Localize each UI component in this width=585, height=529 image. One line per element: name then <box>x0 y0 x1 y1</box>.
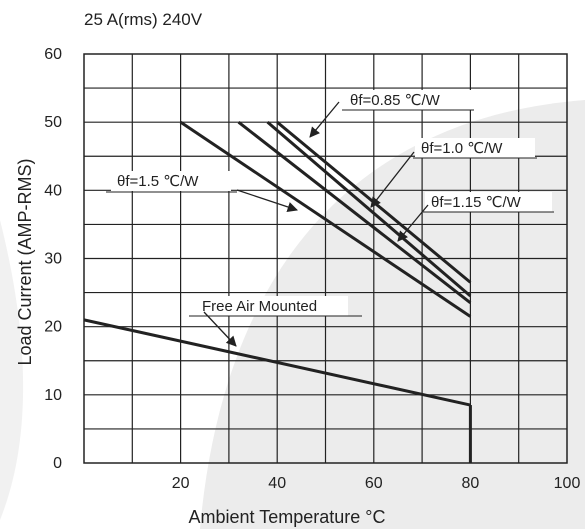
y-tick-label: 60 <box>44 46 62 63</box>
annotation-arrow <box>236 189 298 212</box>
x-tick-label: 40 <box>268 475 286 492</box>
annotation-box <box>425 192 552 212</box>
y-axis-label: Load Current (AMP-RMS) <box>15 158 35 365</box>
y-tick-label: 20 <box>44 319 62 336</box>
annotations: θf=0.85 ℃/W θf=1.0 ℃/W θf=1.5 ℃/W θf=1.15 ℃… <box>106 90 554 347</box>
series-lines <box>83 120 472 463</box>
background-swoosh-left <box>0 220 24 520</box>
annotation-arrow <box>370 151 415 208</box>
x-tick-label: 80 <box>462 475 480 492</box>
y-tick-label: 0 <box>53 455 62 472</box>
annotation-box <box>415 138 535 158</box>
annotation-box <box>344 90 472 110</box>
annotation-arrow <box>309 101 340 138</box>
x-axis-label: Ambient Temperature °C <box>189 507 386 527</box>
x-tick-label: 20 <box>172 475 190 492</box>
chart-title: 25 A(rms) 240V <box>84 10 203 29</box>
annotation-label: θf=0.85 ℃/W <box>350 92 441 109</box>
annotation-label: θf=1.15 ℃/W <box>431 194 522 211</box>
y-tick-label: 10 <box>44 387 62 404</box>
x-tick-label: 60 <box>365 475 383 492</box>
series-line-4 <box>83 318 471 407</box>
y-tick-label: 40 <box>44 182 62 199</box>
series-line-0 <box>179 120 472 318</box>
annotation-box <box>196 296 348 316</box>
tick-labels: 20 40 60 80 100 0 10 20 30 40 50 60 <box>44 46 580 492</box>
series-line-2 <box>266 121 472 298</box>
x-tick-label: 100 <box>554 475 581 492</box>
annotation-label: θf=1.5 ℃/W <box>117 173 199 190</box>
y-tick-label: 50 <box>44 114 62 131</box>
annotation-arrow <box>203 311 237 347</box>
annotation-label: θf=1.0 ℃/W <box>421 140 503 157</box>
series-line-1 <box>237 120 472 304</box>
annotation-box <box>111 171 231 191</box>
annotation-arrow <box>397 204 429 242</box>
y-tick-label: 30 <box>44 251 62 268</box>
annotation-label: Free Air Mounted <box>202 298 317 315</box>
